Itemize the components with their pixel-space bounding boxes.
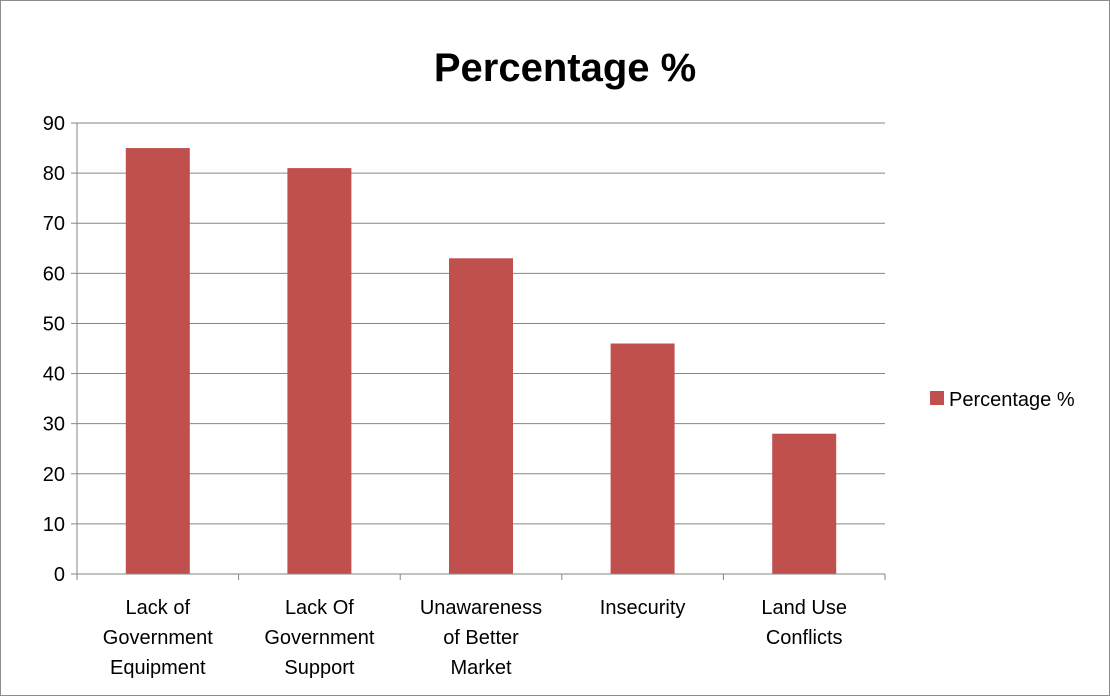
x-tick-label: Land Use Conflicts xyxy=(761,597,847,649)
x-tick-label: Lack Of Government Support xyxy=(264,597,374,679)
x-tick-label-line: Unawareness xyxy=(420,597,542,619)
chart-title: Percentage % xyxy=(434,46,696,90)
legend-label: Percentage % xyxy=(949,389,1075,411)
x-tick-label-line: Conflicts xyxy=(766,627,843,649)
y-tick-label: 60 xyxy=(43,263,65,285)
y-tick-label: 30 xyxy=(43,414,65,436)
y-tick-labels: 0 10 20 30 40 50 60 70 80 90 xyxy=(43,113,65,586)
y-tick-label: 0 xyxy=(54,564,65,586)
x-tick-label: Unawareness of Better Market xyxy=(420,597,542,679)
bar xyxy=(125,148,190,575)
y-tick-label: 40 xyxy=(43,364,65,386)
y-tick-label: 50 xyxy=(43,313,65,335)
x-tick-label: Insecurity xyxy=(600,597,686,619)
x-tick-label-line: Market xyxy=(450,657,512,679)
x-tick-label-line: Government xyxy=(103,627,213,649)
y-tick-label: 10 xyxy=(43,514,65,536)
y-tick-label: 20 xyxy=(43,464,65,486)
y-tick-label: 90 xyxy=(43,113,65,135)
x-tick-labels: Lack of Government Equipment Lack Of Governm… xyxy=(103,597,847,679)
x-tick-label-line: Insecurity xyxy=(600,597,686,619)
legend-swatch xyxy=(930,391,944,405)
x-tick-label-line: of Better xyxy=(443,627,519,649)
x-tick-label-line: Lack of xyxy=(126,597,191,619)
x-tick-label: Lack of Government Equipment xyxy=(103,597,213,679)
bar xyxy=(772,433,837,574)
y-tick-label: 80 xyxy=(43,163,65,185)
bar xyxy=(287,168,352,574)
bar xyxy=(610,343,675,574)
y-tick-label: 70 xyxy=(43,213,65,235)
x-tick-label-line: Support xyxy=(284,657,354,679)
x-tick-label-line: Land Use xyxy=(761,597,847,619)
x-tick-label-line: Lack Of xyxy=(285,597,354,619)
x-tick-label-line: Government xyxy=(264,627,374,649)
bar xyxy=(449,258,513,574)
legend: Percentage % xyxy=(930,389,1075,411)
bars xyxy=(125,148,837,575)
x-tick-label-line: Equipment xyxy=(110,657,206,679)
axes xyxy=(71,122,886,580)
